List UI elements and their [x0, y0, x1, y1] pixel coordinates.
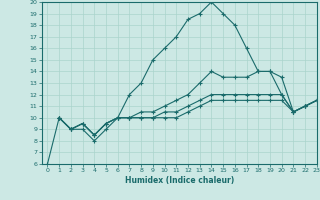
X-axis label: Humidex (Indice chaleur): Humidex (Indice chaleur): [124, 176, 234, 185]
